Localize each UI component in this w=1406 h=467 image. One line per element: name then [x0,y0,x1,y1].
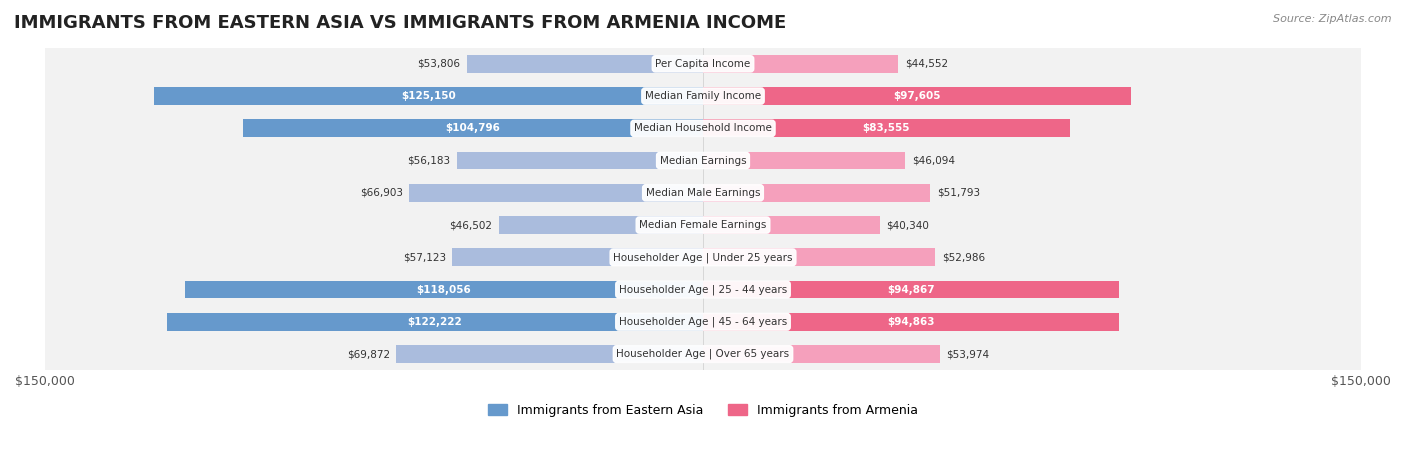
Bar [153,87,703,105]
Bar [45,338,1361,370]
Bar [167,313,703,331]
Bar [703,313,1119,331]
Text: $94,867: $94,867 [887,284,935,295]
Bar [703,87,1132,105]
Bar [703,248,935,266]
Bar [703,281,1119,298]
Bar [703,55,898,73]
Text: $69,872: $69,872 [347,349,389,359]
Bar [45,274,1361,306]
Text: $51,793: $51,793 [936,188,980,198]
Bar [703,184,931,202]
Text: $83,555: $83,555 [862,123,910,133]
Bar [453,248,703,266]
Text: $46,502: $46,502 [450,220,492,230]
Text: Median Family Income: Median Family Income [645,91,761,101]
Text: Householder Age | Under 25 years: Householder Age | Under 25 years [613,252,793,262]
Text: $46,094: $46,094 [912,156,955,166]
Text: Householder Age | Over 65 years: Householder Age | Over 65 years [616,349,790,359]
Text: Median Household Income: Median Household Income [634,123,772,133]
Text: $104,796: $104,796 [446,123,501,133]
Bar [703,152,905,170]
Bar [243,120,703,137]
Text: $66,903: $66,903 [360,188,404,198]
Bar [45,80,1361,112]
Bar [409,184,703,202]
Text: Householder Age | 25 - 44 years: Householder Age | 25 - 44 years [619,284,787,295]
Bar [45,112,1361,144]
Text: IMMIGRANTS FROM EASTERN ASIA VS IMMIGRANTS FROM ARMENIA INCOME: IMMIGRANTS FROM EASTERN ASIA VS IMMIGRAN… [14,14,786,32]
Text: Median Earnings: Median Earnings [659,156,747,166]
Text: $94,863: $94,863 [887,317,935,327]
Text: $57,123: $57,123 [402,252,446,262]
Bar [499,216,703,234]
Text: $125,150: $125,150 [401,91,456,101]
Text: $52,986: $52,986 [942,252,986,262]
Text: $118,056: $118,056 [416,284,471,295]
Bar [186,281,703,298]
Bar [45,241,1361,274]
Text: $53,806: $53,806 [418,59,460,69]
Text: Source: ZipAtlas.com: Source: ZipAtlas.com [1274,14,1392,24]
Text: $56,183: $56,183 [406,156,450,166]
Text: Median Male Earnings: Median Male Earnings [645,188,761,198]
Text: $40,340: $40,340 [887,220,929,230]
Text: $97,605: $97,605 [893,91,941,101]
Text: Median Female Earnings: Median Female Earnings [640,220,766,230]
Bar [703,216,880,234]
Bar [45,209,1361,241]
Bar [45,48,1361,80]
Bar [45,177,1361,209]
Bar [45,306,1361,338]
Text: Householder Age | 45 - 64 years: Householder Age | 45 - 64 years [619,317,787,327]
Bar [396,345,703,363]
Bar [45,144,1361,177]
Bar [703,345,939,363]
Text: Per Capita Income: Per Capita Income [655,59,751,69]
Bar [703,120,1070,137]
Bar [457,152,703,170]
Bar [467,55,703,73]
Legend: Immigrants from Eastern Asia, Immigrants from Armenia: Immigrants from Eastern Asia, Immigrants… [484,399,922,422]
Text: $53,974: $53,974 [946,349,990,359]
Text: $44,552: $44,552 [905,59,948,69]
Text: $122,222: $122,222 [408,317,463,327]
